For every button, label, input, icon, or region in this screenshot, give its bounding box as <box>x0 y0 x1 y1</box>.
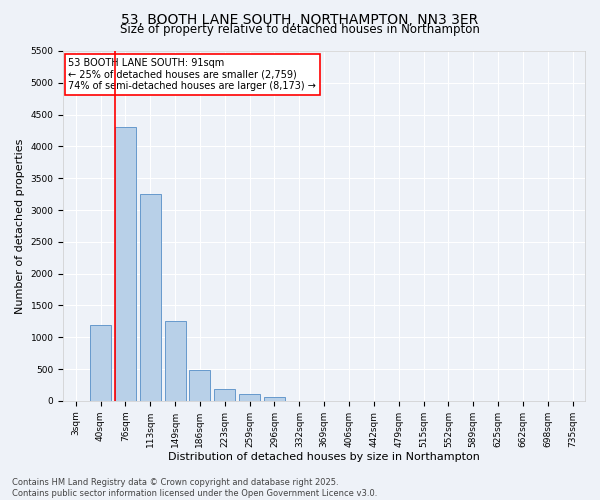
Bar <box>164 322 185 401</box>
Text: Size of property relative to detached houses in Northampton: Size of property relative to detached ho… <box>120 22 480 36</box>
Text: 53 BOOTH LANE SOUTH: 91sqm
← 25% of detached houses are smaller (2,759)
74% of s: 53 BOOTH LANE SOUTH: 91sqm ← 25% of deta… <box>68 58 316 91</box>
Bar <box>115 128 136 401</box>
Bar <box>90 324 111 401</box>
Bar <box>214 390 235 401</box>
Bar <box>264 397 285 401</box>
Bar <box>140 194 161 401</box>
Text: Contains HM Land Registry data © Crown copyright and database right 2025.
Contai: Contains HM Land Registry data © Crown c… <box>12 478 377 498</box>
Bar <box>239 394 260 401</box>
Text: 53, BOOTH LANE SOUTH, NORTHAMPTON, NN3 3ER: 53, BOOTH LANE SOUTH, NORTHAMPTON, NN3 3… <box>121 12 479 26</box>
X-axis label: Distribution of detached houses by size in Northampton: Distribution of detached houses by size … <box>168 452 480 462</box>
Bar <box>190 370 211 401</box>
Y-axis label: Number of detached properties: Number of detached properties <box>15 138 25 314</box>
